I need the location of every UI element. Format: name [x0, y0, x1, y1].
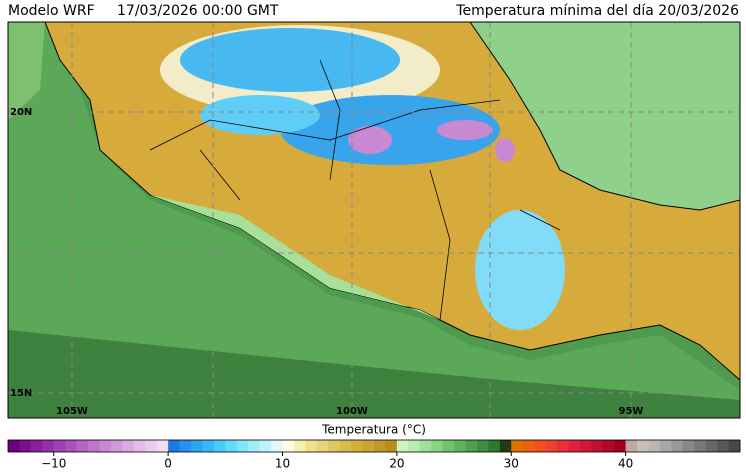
frost-area	[437, 120, 493, 140]
colorbar-swatch	[168, 440, 180, 452]
colorbar-label: Temperatura (°C)	[321, 423, 426, 437]
colorbar-swatch	[522, 440, 535, 452]
colorbar-swatch	[499, 440, 512, 452]
colorbar-swatch	[396, 440, 409, 452]
colorbar-swatch	[65, 440, 77, 452]
cold-area	[200, 95, 320, 135]
graticule	[8, 22, 740, 418]
colorbar-swatch	[259, 440, 272, 452]
frost-area	[348, 126, 392, 154]
colorbar-swatch	[19, 440, 32, 452]
colorbar-swatch	[637, 440, 649, 452]
colorbar-swatch	[534, 440, 546, 452]
colorbar-swatch	[271, 440, 283, 452]
lat-label: 20N	[10, 107, 32, 118]
colorbar-swatch	[122, 440, 135, 452]
colorbar-swatch	[591, 440, 604, 452]
colorbar-swatch	[488, 440, 501, 452]
colorbar-swatch	[568, 440, 581, 452]
colorbar-tick-label: 40	[618, 457, 633, 471]
colorbar-swatch	[328, 440, 340, 452]
colorbar-tick-label: −10	[41, 457, 66, 471]
colorbar: −10 0 10 20 30 40	[7, 439, 741, 471]
colorbar-swatch	[213, 440, 226, 452]
gulf-california	[8, 22, 45, 120]
colorbar-swatch	[442, 440, 455, 452]
colorbar-swatch	[339, 440, 352, 452]
colorbar-swatch	[682, 440, 695, 452]
colorbar-swatch	[88, 440, 100, 452]
colorbar-swatch	[225, 440, 238, 452]
map-frame	[7, 21, 741, 419]
colorbar-tick-label: 0	[164, 457, 172, 471]
colorbar-swatch	[42, 440, 55, 452]
colorbar-swatch	[99, 440, 112, 452]
colorbar-swatch	[282, 440, 295, 452]
colorbar-swatch	[728, 440, 741, 452]
colorbar-swatch	[659, 440, 672, 452]
colorbar-swatch	[30, 440, 43, 452]
colorbar-swatch	[53, 440, 66, 452]
coastal-band	[150, 195, 470, 335]
colorbar-swatch	[431, 440, 443, 452]
colorbar-swatch	[602, 440, 615, 452]
colorbar-tick-label: 30	[504, 457, 519, 471]
colorbar-swatch	[717, 440, 729, 452]
lat-label: 15N	[10, 388, 32, 399]
frost-area	[495, 138, 515, 162]
cold-area	[475, 210, 565, 330]
colorbar-swatch	[293, 440, 306, 452]
map-title: Temperatura mínima del día 20/03/2026	[455, 3, 739, 19]
colorbar-swatch	[248, 440, 260, 452]
model-label: Modelo WRF	[8, 3, 95, 19]
state-borders	[149, 59, 561, 321]
colorbar-swatch	[579, 440, 592, 452]
colorbar-tick-label: 10	[275, 457, 290, 471]
map	[8, 22, 740, 418]
colorbar-swatch	[374, 440, 386, 452]
colorbar-swatch	[557, 440, 569, 452]
ocean-near	[8, 22, 740, 418]
colorbar-swatch	[76, 440, 89, 452]
lon-label: 100W	[336, 406, 368, 417]
colorbar-swatch	[191, 440, 203, 452]
colorbar-swatch	[614, 440, 626, 452]
colorbar-swatch	[202, 440, 215, 452]
colorbar-swatch	[625, 440, 638, 452]
colorbar-swatch	[545, 440, 558, 452]
cold-area	[180, 28, 400, 92]
colorbar-swatch	[476, 440, 489, 452]
colorbar-swatch	[511, 440, 523, 452]
colorbar-frame	[7, 439, 741, 453]
colorbar-swatch	[465, 440, 478, 452]
colorbar-swatch	[305, 440, 318, 452]
colorbar-swatch	[694, 440, 706, 452]
lon-label: 95W	[619, 406, 644, 417]
run-label: 17/03/2026 00:00 GMT	[117, 3, 279, 19]
ocean-far	[8, 330, 740, 418]
colorbar-swatch	[408, 440, 421, 452]
colorbar-tick-label: 20	[389, 457, 404, 471]
colorbar-swatch	[648, 440, 661, 452]
lon-label: 105W	[56, 406, 88, 417]
colorbar-swatch	[8, 440, 20, 452]
colorbar-swatch	[671, 440, 684, 452]
colorbar-swatch	[156, 440, 169, 452]
colorbar-swatch	[110, 440, 123, 452]
colorbar-swatch	[145, 440, 157, 452]
colorbar-swatch	[385, 440, 398, 452]
colorbar-swatch	[179, 440, 192, 452]
colorbar-swatch	[705, 440, 718, 452]
gulf-mexico	[470, 22, 740, 210]
colorbar-swatch	[419, 440, 432, 452]
colorbar-swatch	[133, 440, 146, 452]
colorbar-swatch	[316, 440, 329, 452]
colorbar-swatch	[236, 440, 249, 452]
colorbar-swatch	[454, 440, 466, 452]
colorbar-swatch	[351, 440, 363, 452]
colorbar-swatch	[362, 440, 375, 452]
